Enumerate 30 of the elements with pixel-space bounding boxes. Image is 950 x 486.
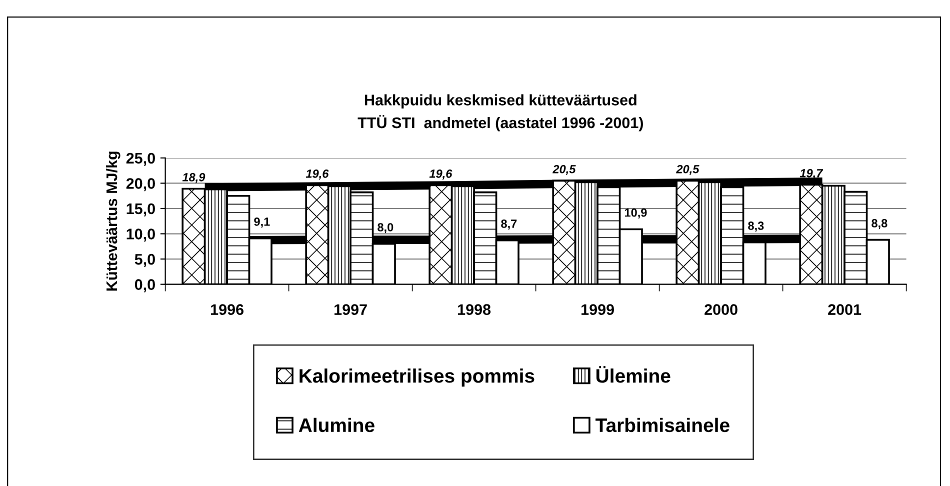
legend-label: Tarbimisainele: [596, 418, 730, 432]
legend-label: Ülemine: [596, 366, 670, 383]
x-tick-label: 2000: [704, 304, 738, 315]
x-tick-label: 1998: [458, 304, 491, 315]
y-tick-label: 15,0: [126, 203, 155, 216]
y-tick-label: 20,0: [126, 178, 155, 192]
y-tick-label: 0,0: [134, 279, 155, 292]
data-label: 20,5: [676, 164, 700, 176]
data-label: 8,0: [378, 223, 394, 234]
x-tick-label: 1997: [334, 304, 367, 315]
y-tick-label: 10,0: [126, 228, 155, 242]
data-label: 8,8: [872, 219, 888, 230]
x-tick-label: 1996: [211, 304, 244, 315]
data-label: 9,1: [254, 218, 270, 228]
chart-title: Hakkpuidu keskmised kütteväärtused TTÜ STI andmetel (aastatel 1996 -2001): [358, 94, 643, 132]
x-tick-label: 1999: [582, 304, 614, 315]
data-label: 8,7: [501, 220, 517, 230]
data-label: 18,9: [182, 173, 206, 184]
data-label: 19,6: [429, 169, 452, 180]
legend-label: Alumine: [298, 418, 374, 432]
data-label: 10,9: [624, 208, 647, 218]
data-label: 19,7: [800, 168, 824, 180]
y-axis-title: Kütteväärtus MJ/kg: [106, 152, 120, 291]
data-label: 20,5: [552, 164, 576, 176]
data-label: 8,3: [748, 222, 764, 232]
y-tick-label: 25,0: [126, 152, 155, 166]
x-tick-label: 2001: [828, 304, 862, 315]
data-label: 19,6: [306, 169, 329, 180]
legend-label: Kalorimeetrilises pommis: [300, 368, 534, 387]
y-tick-label: 5,0: [134, 254, 155, 267]
